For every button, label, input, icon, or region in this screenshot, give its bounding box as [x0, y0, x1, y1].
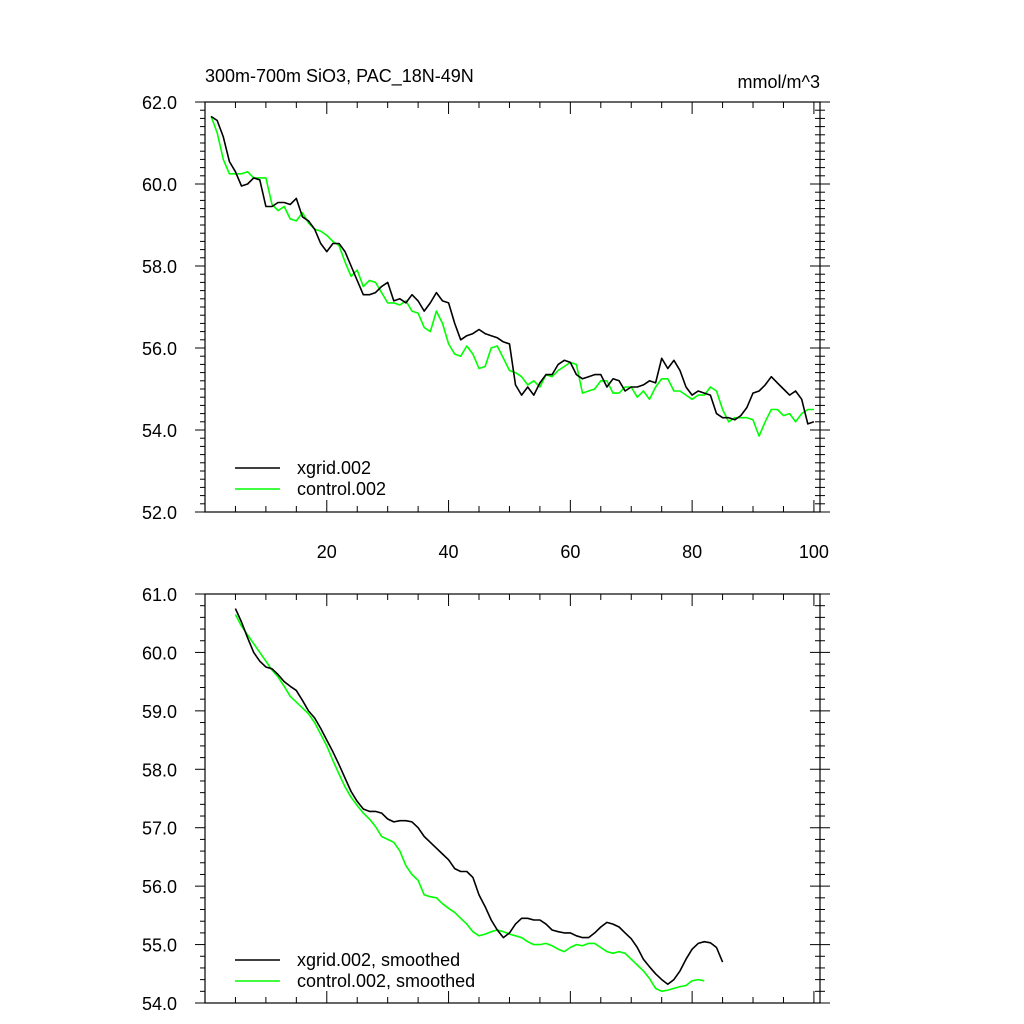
- plot-frame: [204, 593, 821, 1004]
- y-tick-label: 62.0: [142, 93, 177, 113]
- legend-label: control.002: [297, 479, 386, 499]
- y-tick-label: 54.0: [142, 421, 177, 441]
- plot-frame: [204, 101, 821, 513]
- y-tick-label: 59.0: [142, 702, 177, 722]
- y-tick-label: 60.0: [142, 175, 177, 195]
- x-tick-label: 20: [317, 542, 337, 562]
- x-tick-label: 40: [439, 542, 459, 562]
- series-line-xgrid-002: [210, 115, 815, 425]
- x-tick-label: 100: [799, 542, 829, 562]
- top-panel: 20 40 60 80 100 52.0 54.0 56.0 58.0 60.0 62.0 xgrid…: [142, 93, 830, 562]
- legend-label: xgrid.002: [297, 458, 371, 478]
- legend-label: control.002, smoothed: [297, 971, 475, 991]
- y-tick-label: 55.0: [142, 936, 177, 956]
- y-tick-label: 58.0: [142, 760, 177, 780]
- units-label: mmol/m^3: [738, 72, 820, 92]
- series-line-xgrid-002-smoothed: [234, 608, 724, 986]
- y-tick-label: 56.0: [142, 339, 177, 359]
- legend-label: xgrid.002, smoothed: [297, 950, 460, 970]
- y-tick-label: 60.0: [142, 643, 177, 663]
- y-tick-label: 54.0: [142, 994, 177, 1014]
- chart-title: 300m-700m SiO3, PAC_18N-49N: [205, 66, 474, 87]
- x-tick-label: 60: [560, 542, 580, 562]
- series-line-control-002: [210, 116, 814, 437]
- y-tick-label: 61.0: [142, 585, 177, 605]
- x-tick-label: 80: [682, 542, 702, 562]
- y-tick-label: 56.0: [142, 877, 177, 897]
- y-tick-label: 52.0: [142, 503, 177, 523]
- y-tick-label: 57.0: [142, 819, 177, 839]
- bottom-panel: 54.0 55.0 56.0 57.0 58.0 59.0 60.0 61.0 xgrid.00…: [142, 585, 830, 1014]
- series-line-control-002-smoothed: [234, 614, 705, 993]
- y-tick-label: 58.0: [142, 257, 177, 277]
